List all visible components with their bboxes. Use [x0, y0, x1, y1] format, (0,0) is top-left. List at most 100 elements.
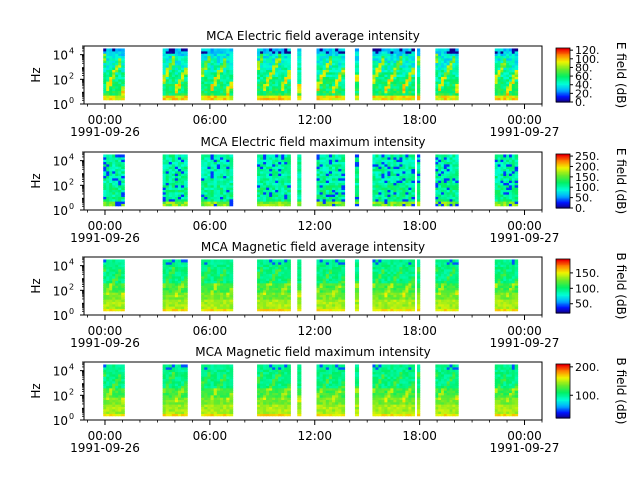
spectrogram-cell [338, 90, 342, 94]
spectrogram-cell [503, 74, 507, 77]
spectrogram-cell [220, 308, 224, 312]
spectrogram-cell [396, 180, 401, 183]
spectrogram-cell [281, 294, 285, 298]
spectrogram-cell [210, 64, 215, 68]
spectrogram-cell [390, 76, 395, 80]
spectrogram-cell [378, 282, 383, 286]
spectrogram-cell [162, 173, 167, 177]
spectrogram-cell [325, 156, 330, 160]
spectrogram-cell [393, 88, 398, 91]
spectrogram-cell [223, 184, 227, 188]
spectrogram-cell [184, 189, 188, 193]
spectrogram-cell [438, 159, 442, 163]
spectrogram-cell [213, 85, 218, 89]
spectrogram-cell [263, 264, 267, 268]
spectrogram-cell [378, 187, 383, 190]
spectrogram-cell [335, 92, 339, 96]
spectrogram-cell [269, 78, 273, 82]
spectrogram-cell [263, 203, 267, 207]
spectrogram-cell [287, 273, 291, 277]
spectrogram-cell [452, 196, 456, 200]
spectrogram-cell [503, 159, 507, 163]
spectrogram-cell [115, 67, 119, 71]
spectrogram-cell [275, 198, 279, 202]
spectrogram-cell [181, 280, 185, 284]
spectrogram-cell [297, 303, 302, 307]
spectrogram-cell [328, 301, 333, 305]
spectrogram-cell [223, 173, 227, 177]
spectrogram-cell [121, 287, 125, 291]
spectrogram-cell [272, 299, 276, 302]
spectrogram-cell [168, 292, 173, 295]
spectrogram-cell [184, 48, 188, 52]
spectrogram-cell [226, 76, 231, 80]
spectrogram-cell [497, 83, 502, 87]
spectrogram-cell [325, 74, 330, 77]
spectrogram-cell [396, 289, 401, 293]
spectrogram-cell [497, 50, 502, 54]
spectrogram-cell [226, 166, 231, 170]
spectrogram-cell [381, 177, 386, 181]
spectrogram-cell [335, 62, 339, 66]
spectrogram-cell [165, 196, 170, 200]
colorbar-segment [556, 159, 570, 162]
spectrogram-cell [494, 175, 499, 179]
spectrogram-cell [201, 55, 205, 59]
spectrogram-cell [278, 308, 282, 312]
spectrogram-cell [184, 285, 188, 288]
spectrogram-cell [269, 191, 273, 195]
spectrogram-cell [260, 303, 264, 307]
spectrogram-cell [284, 166, 288, 170]
spectrogram-cell [223, 301, 227, 305]
spectrogram-cell [411, 203, 415, 207]
spectrogram-cell [396, 303, 401, 307]
spectrogram-cell [278, 92, 282, 96]
spectrogram-cell [181, 159, 185, 163]
spectrogram-cell [177, 177, 182, 181]
spectrogram-cell [201, 261, 205, 265]
spectrogram-cell [181, 177, 185, 181]
spectrogram-cell [322, 285, 327, 288]
spectrogram-cell [210, 280, 215, 284]
spectrogram-cell [177, 170, 182, 174]
spectrogram-cell [328, 64, 333, 68]
spectrogram-cell [390, 50, 395, 54]
spectrogram-cell [171, 189, 176, 193]
spectrogram-cell [177, 168, 182, 172]
spectrogram-cell [402, 76, 406, 80]
spectrogram-cell [216, 81, 221, 84]
spectrogram-cell [210, 78, 215, 82]
spectrogram-cell [275, 278, 279, 282]
spectrogram-cell [229, 308, 234, 312]
spectrogram-cell [503, 48, 507, 52]
spectrogram-cell [106, 308, 110, 312]
spectrogram-cell [328, 159, 333, 163]
spectrogram-cell [405, 182, 409, 186]
spectrogram-cell [497, 97, 502, 101]
spectrogram-cell [390, 198, 395, 202]
spectrogram-cell [332, 184, 336, 188]
spectrogram-cell [287, 301, 291, 305]
spectrogram-cell [387, 280, 392, 284]
spectrogram-cell [446, 48, 451, 52]
spectrogram-cell [387, 177, 392, 181]
spectrogram-cell [184, 289, 188, 293]
spectrogram-cell [229, 189, 234, 193]
spectrogram-cell [171, 306, 176, 309]
spectrogram-cell [405, 166, 409, 170]
spectrogram-cell [257, 287, 261, 291]
spectrogram-cell [260, 292, 264, 295]
colorbar-tick-label: 100. [575, 181, 600, 194]
spectrogram-cell [503, 194, 507, 197]
spectrogram-cell [263, 175, 267, 179]
spectrogram-cell [226, 92, 231, 96]
spectrogram-cell [106, 81, 110, 84]
spectrogram-cell [441, 85, 445, 89]
spectrogram-cell [213, 173, 218, 177]
spectrogram-cell [443, 53, 448, 57]
spectrogram-cell [275, 259, 279, 263]
spectrogram-cell [213, 196, 218, 200]
spectrogram-cell [207, 306, 212, 309]
spectrogram-cell [322, 189, 327, 193]
spectrogram-cell [396, 95, 401, 98]
